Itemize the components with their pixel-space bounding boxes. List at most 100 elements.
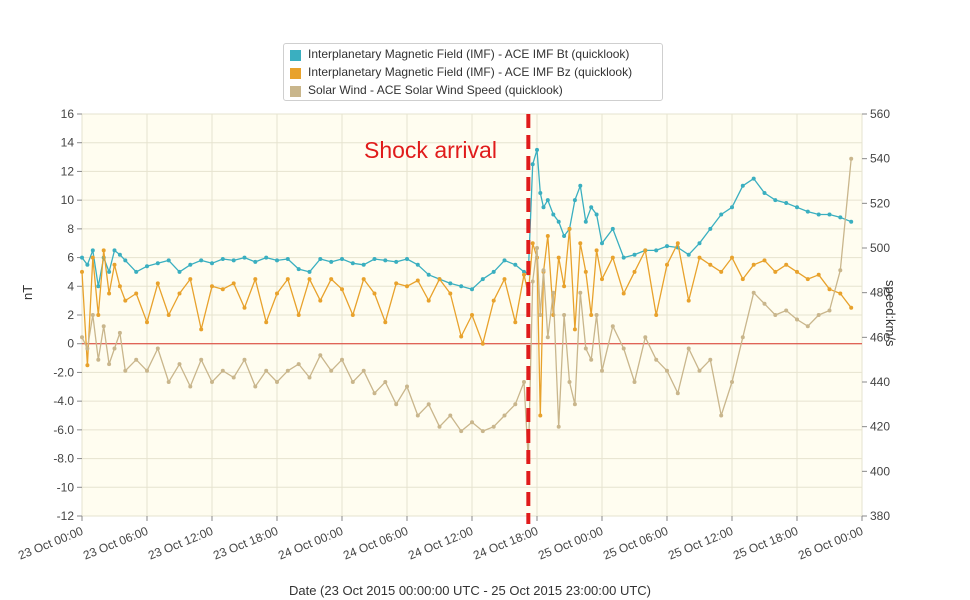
data-point-0 [849, 219, 854, 224]
data-point-2 [838, 268, 843, 273]
data-point-1 [155, 281, 160, 286]
data-point-1 [459, 334, 464, 339]
data-point-1 [350, 313, 355, 317]
y-axis-label-right: speed:km/s [883, 280, 898, 347]
data-point-2 [708, 357, 713, 362]
y-tick-label-left: 14 [61, 136, 75, 150]
x-tick-label: 23 Oct 06:00 [81, 524, 150, 563]
data-point-1 [307, 277, 312, 282]
x-tick-label: 24 Oct 00:00 [276, 524, 345, 563]
data-point-0 [795, 205, 799, 210]
data-point-0 [123, 258, 128, 263]
data-point-2 [719, 413, 724, 418]
data-point-0 [134, 269, 139, 274]
data-point-2 [448, 413, 453, 418]
data-point-1 [562, 284, 567, 289]
x-tick-label: 23 Oct 00:00 [16, 524, 85, 563]
legend[interactable]: Interplanetary Magnetic Field (IMF) - AC… [283, 43, 663, 101]
data-point-1 [491, 298, 496, 303]
data-point-1 [85, 363, 90, 368]
data-point-1 [394, 281, 399, 286]
x-tick-label: 25 Oct 06:00 [601, 524, 670, 563]
data-point-1 [470, 313, 474, 317]
data-point-2 [329, 368, 334, 373]
data-point-1 [762, 258, 767, 263]
data-point-1 [849, 305, 854, 310]
y-tick-label-right: 500 [870, 241, 890, 255]
data-point-2 [188, 384, 193, 389]
data-point-2 [285, 368, 290, 373]
data-point-1 [556, 255, 561, 260]
data-point-2 [123, 368, 128, 373]
data-point-2 [632, 380, 637, 384]
data-point-0 [329, 259, 334, 264]
data-point-0 [470, 287, 474, 292]
data-point-0 [372, 257, 377, 261]
data-point-1 [242, 305, 247, 310]
data-point-1 [610, 255, 615, 260]
data-point-0 [551, 212, 556, 217]
data-point-1 [795, 269, 799, 274]
data-point-0 [415, 262, 420, 267]
data-point-0 [719, 212, 724, 217]
data-point-1 [730, 255, 734, 260]
data-point-1 [665, 262, 669, 267]
y-tick-label-right: 460 [870, 330, 890, 344]
data-point-0 [166, 258, 171, 263]
data-point-2 [264, 368, 269, 373]
y-axis-label-left: nT [20, 284, 35, 300]
data-point-1 [538, 413, 543, 418]
data-point-2 [513, 402, 518, 407]
data-point-1 [621, 291, 626, 296]
data-point-2 [730, 380, 734, 384]
data-point-0 [632, 252, 637, 257]
data-point-0 [285, 257, 290, 261]
x-tick-label: 25 Oct 00:00 [536, 524, 605, 563]
data-point-2 [643, 335, 648, 340]
data-point-2 [751, 290, 756, 295]
data-point-1 [340, 287, 344, 292]
data-point-1 [405, 284, 409, 289]
data-point-2 [231, 375, 236, 380]
data-point-2 [117, 330, 122, 335]
data-point-2 [145, 368, 149, 373]
data-point-1 [199, 327, 204, 332]
data-point-0 [513, 262, 518, 267]
data-point-0 [838, 215, 843, 220]
x-tick-label: 23 Oct 18:00 [211, 524, 280, 563]
data-point-1 [530, 241, 535, 246]
data-point-0 [491, 269, 496, 274]
data-point-1 [675, 241, 680, 246]
data-point-1 [220, 287, 225, 292]
data-point-2 [589, 357, 594, 362]
data-point-1 [545, 234, 550, 238]
data-point-1 [361, 277, 366, 282]
data-point-0 [155, 261, 160, 266]
data-point-2 [538, 313, 543, 317]
data-point-1 [426, 298, 431, 303]
data-point-2 [480, 429, 485, 434]
data-point-1 [448, 291, 453, 296]
data-point-0 [816, 212, 821, 217]
y-tick-label-left: -8.0 [53, 452, 74, 466]
data-point-0 [340, 257, 344, 261]
data-point-2 [530, 279, 535, 284]
data-point-1 [480, 341, 485, 346]
data-point-0 [545, 198, 550, 203]
shock-arrival-label: Shock arrival [364, 137, 497, 163]
data-point-0 [112, 248, 117, 253]
data-point-2 [795, 317, 799, 322]
data-point-0 [145, 264, 149, 269]
x-tick-label: 26 Oct 00:00 [796, 524, 865, 563]
y-tick-label-right: 560 [870, 107, 890, 121]
y-tick-label-left: -6.0 [53, 423, 74, 437]
legend-swatch-bt [290, 50, 301, 61]
data-point-0 [578, 183, 583, 188]
data-point-0 [177, 269, 182, 274]
data-point-1 [784, 262, 789, 267]
data-point-2 [155, 346, 160, 351]
data-point-0 [665, 244, 669, 249]
data-point-2 [394, 402, 399, 407]
series-group [80, 147, 854, 463]
